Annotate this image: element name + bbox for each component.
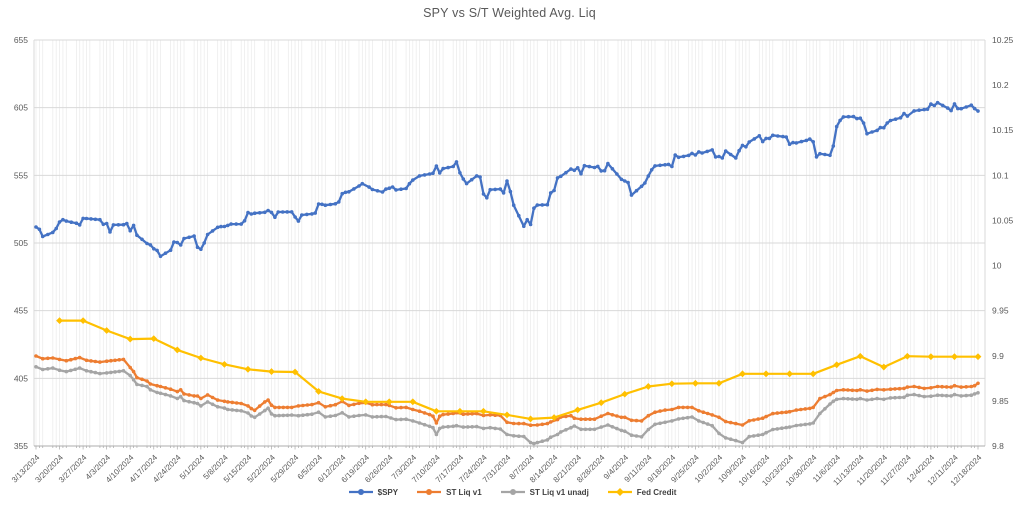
svg-text:10.05: 10.05 [992,215,1014,225]
svg-text:10.2: 10.2 [992,80,1009,90]
svg-text:405: 405 [14,373,28,383]
svg-text:355: 355 [14,441,28,451]
svg-text:455: 455 [14,306,28,316]
circle-line-marker-icon [417,489,442,496]
legend-label: ST Liq v1 [446,487,482,497]
svg-text:9.8: 9.8 [992,441,1004,451]
svg-text:9.85: 9.85 [992,396,1009,406]
circle-line-marker-icon [348,489,373,496]
svg-text:10.25: 10.25 [992,35,1014,45]
legend-item-st-liq-v1-unadj[interactable]: ST Liq v1 unadj [500,487,589,497]
legend-label: $SPY [377,487,399,497]
svg-text:505: 505 [14,238,28,248]
svg-text:10: 10 [992,261,1002,271]
legend-item-fed-credit[interactable]: Fed Credit [607,487,677,497]
chart-title: SPY vs S/T Weighted Avg. Liq [423,6,596,20]
svg-text:605: 605 [14,103,28,113]
svg-text:9.95: 9.95 [992,306,1009,316]
circle-line-marker-icon [500,489,525,496]
svg-text:10.15: 10.15 [992,125,1014,135]
diamond-line-marker-icon [607,488,632,496]
svg-text:555: 555 [14,170,28,180]
legend-label: ST Liq v1 unadj [529,487,589,497]
svg-text:655: 655 [14,35,28,45]
svg-text:9.9: 9.9 [992,351,1004,361]
legend-label: Fed Credit [636,487,677,497]
svg-text:10.1: 10.1 [992,170,1009,180]
legend-item--spy[interactable]: $SPY [348,487,398,497]
chart-legend: $SPY ST Liq v1 ST Liq v1 unadj Fed Credit [0,487,1024,497]
legend-item-st-liq-v1[interactable]: ST Liq v1 [416,487,482,497]
